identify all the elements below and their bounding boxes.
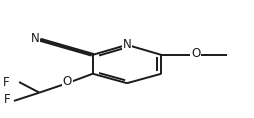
Text: O: O (63, 75, 72, 88)
Text: N: N (30, 32, 39, 45)
Text: F: F (3, 76, 10, 89)
Text: O: O (191, 47, 200, 60)
Text: F: F (4, 93, 11, 106)
Text: N: N (123, 38, 131, 51)
